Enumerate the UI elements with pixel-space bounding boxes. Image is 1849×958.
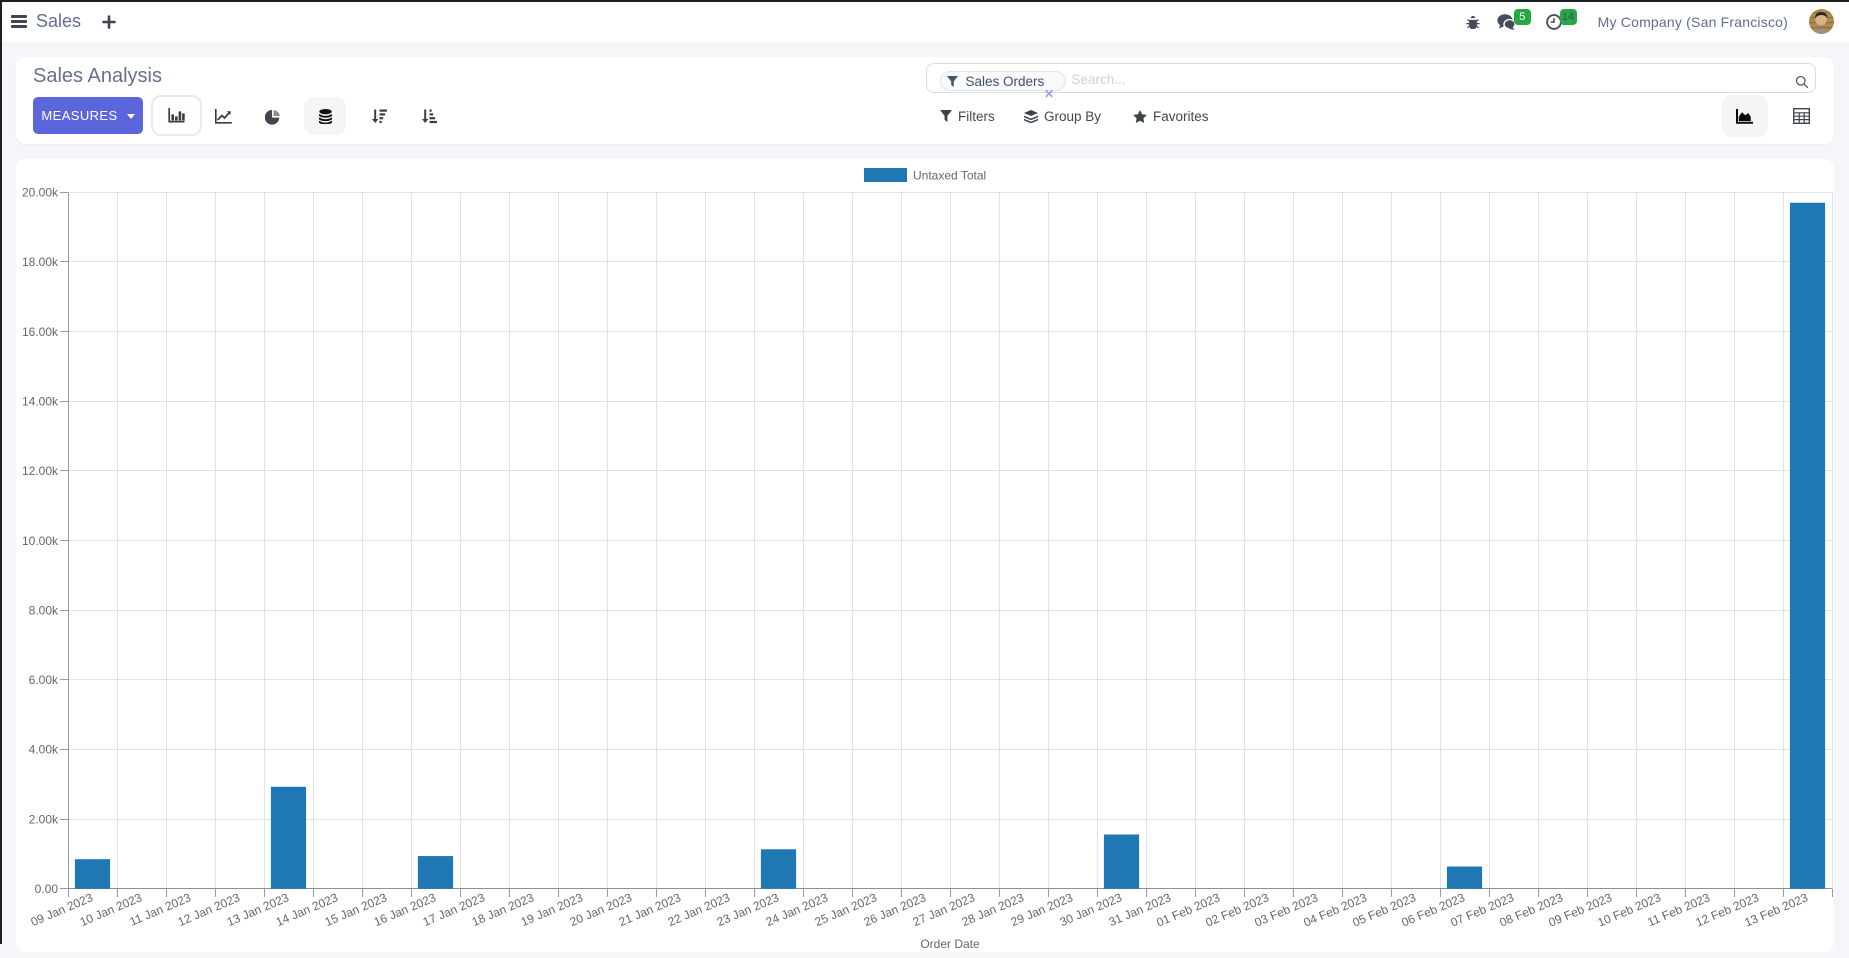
svg-text:18.00k: 18.00k — [22, 255, 59, 269]
svg-text:10.00k: 10.00k — [22, 534, 59, 548]
svg-text:4.00k: 4.00k — [29, 743, 59, 757]
svg-text:14.00k: 14.00k — [22, 394, 59, 408]
svg-text:Order Date: Order Date — [920, 937, 980, 951]
svg-text:8.00k: 8.00k — [29, 603, 59, 617]
svg-text:6.00k: 6.00k — [29, 673, 59, 687]
svg-text:12.00k: 12.00k — [22, 464, 59, 478]
svg-text:16.00k: 16.00k — [22, 325, 59, 339]
svg-text:0.00: 0.00 — [35, 882, 59, 896]
svg-text:Untaxed Total: Untaxed Total — [913, 169, 986, 183]
svg-text:20.00k: 20.00k — [22, 186, 59, 200]
svg-text:2.00k: 2.00k — [29, 812, 59, 826]
